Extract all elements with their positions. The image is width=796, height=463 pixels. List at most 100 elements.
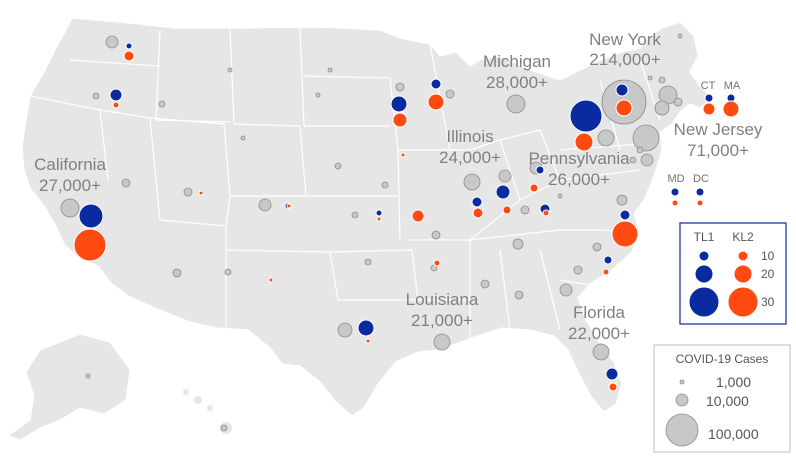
label-illinois-name: Illinois xyxy=(446,127,493,146)
legend-cases-10000 xyxy=(675,393,689,407)
case-bubble-il xyxy=(463,173,481,191)
case-bubbles-layer xyxy=(60,33,683,432)
land-layer xyxy=(6,17,713,441)
kl2-marker-ca xyxy=(73,228,107,262)
legend-cases-value-1000: 1,000 xyxy=(716,374,751,390)
legend-value-10: 10 xyxy=(761,249,775,263)
case-bubble-sd xyxy=(315,92,321,98)
case-bubble-ri xyxy=(673,97,683,107)
kl2-marker-oh xyxy=(529,183,539,193)
kl2-marker-mn xyxy=(411,209,425,223)
case-bubble-nv xyxy=(121,178,131,188)
tl1-marker-ca xyxy=(78,203,104,229)
case-bubble-az xyxy=(172,268,182,278)
tl1-marker-nc xyxy=(603,255,613,265)
kl2-marker-tx xyxy=(365,338,371,344)
kl2-marker-il xyxy=(502,205,512,215)
legend-kl2-header: KL2 xyxy=(732,230,754,244)
case-bubble-ne xyxy=(334,162,342,170)
case-bubble-nm xyxy=(224,268,232,276)
kl2-marker-mi xyxy=(392,112,408,128)
case-bubble-nc xyxy=(592,242,602,252)
case-bubble-de xyxy=(636,146,644,154)
kl2-marker-fl xyxy=(608,382,618,392)
tl1-marker-mi xyxy=(569,99,603,133)
case-bubble-ms xyxy=(480,279,490,289)
legend-cases-value-100000: 100,000 xyxy=(708,426,759,442)
case-bubble-md-state xyxy=(640,153,654,167)
tl1-markers-layer xyxy=(78,42,736,381)
case-bubble-nj xyxy=(632,124,660,152)
case-bubble-tn xyxy=(512,238,524,250)
kl2-marker-nm xyxy=(268,277,274,283)
label-new-jersey-name: New Jersey xyxy=(674,120,763,139)
case-bubble-nh xyxy=(658,76,666,84)
case-bubble-wa xyxy=(105,35,119,49)
kl2-marker-ut xyxy=(198,190,204,196)
case-bubble-nd xyxy=(327,67,333,73)
legend-cases-1000 xyxy=(679,379,685,385)
tl1-marker-ny xyxy=(615,83,629,97)
legend-cases-100000 xyxy=(665,413,699,447)
tl1-marker-wa xyxy=(125,42,133,50)
kl2-marker-wi xyxy=(427,93,445,111)
case-bubble-tx xyxy=(337,322,353,338)
kl2-marker-md xyxy=(671,199,679,207)
label-louisiana-value: 21,000+ xyxy=(411,311,473,330)
case-bubble-ca xyxy=(60,198,80,218)
label-new-york-name: New York xyxy=(589,30,661,49)
kl2-marker-co xyxy=(286,203,292,209)
legend-tl1-kl2: TL1 KL2 10 20 30 xyxy=(679,222,787,325)
label-michigan-name: Michigan xyxy=(483,52,551,71)
case-bubble-ak xyxy=(85,373,91,379)
tl1-marker-or xyxy=(109,88,123,102)
legend-value-30: 30 xyxy=(761,295,775,309)
tl1-marker-tx xyxy=(357,319,375,337)
label-illinois-value: 24,000+ xyxy=(439,148,501,167)
tl1-marker-il xyxy=(471,196,483,208)
small-state-labels: CT MA MD DC xyxy=(667,80,740,185)
case-bubble-ks xyxy=(351,211,359,219)
label-florida-value: 22,000+ xyxy=(568,324,630,343)
tl1-marker-fl xyxy=(605,367,619,381)
kl2-marker-or xyxy=(112,101,120,109)
tl1-marker-in xyxy=(495,184,511,200)
label-louisiana-name: Louisiana xyxy=(406,290,479,309)
label-pennsylvania-value: 26,000+ xyxy=(548,170,610,189)
case-bubble-ut xyxy=(183,187,193,197)
label-ma: MA xyxy=(724,80,741,92)
case-bubble-pa xyxy=(597,129,615,147)
tl1-marker-dc xyxy=(695,187,705,197)
legend-kl2-10 xyxy=(737,250,749,262)
kl2-marker-mo xyxy=(376,216,382,222)
case-bubble-fl xyxy=(592,343,610,361)
label-california-name: California xyxy=(34,155,106,174)
label-florida-name: Florida xyxy=(573,303,626,322)
case-bubble-ok xyxy=(364,258,372,266)
legend-covid-cases: COVID-19 Cases 1,000 10,000 100,000 xyxy=(653,344,791,453)
legend-cases-value-10000: 10,000 xyxy=(706,393,749,409)
kl2-marker-ct xyxy=(702,102,716,116)
case-bubble-me xyxy=(677,33,683,39)
legend-kl2-30 xyxy=(727,286,759,318)
case-bubble-ar xyxy=(430,264,438,272)
case-bubble-al xyxy=(514,290,524,300)
case-bubble-va xyxy=(616,194,628,206)
case-bubble-ct-state xyxy=(654,100,670,116)
label-new-jersey-value: 71,000+ xyxy=(687,141,749,160)
kl2-markers-layer xyxy=(73,50,740,392)
tl1-marker-pa xyxy=(535,165,545,175)
case-bubble-wi xyxy=(445,89,455,99)
kl2-marker-ky xyxy=(542,209,550,217)
kl2-marker-wa xyxy=(123,50,135,62)
label-md: MD xyxy=(667,173,684,185)
case-bubble-id xyxy=(158,100,166,108)
case-bubble-in xyxy=(498,169,512,183)
legend-cases-title: COVID-19 Cases xyxy=(676,352,769,366)
kl2-marker-ia xyxy=(400,152,406,158)
kl2-marker-in xyxy=(472,207,484,219)
case-bubble-co xyxy=(258,198,272,212)
tl1-marker-mn xyxy=(390,95,408,113)
